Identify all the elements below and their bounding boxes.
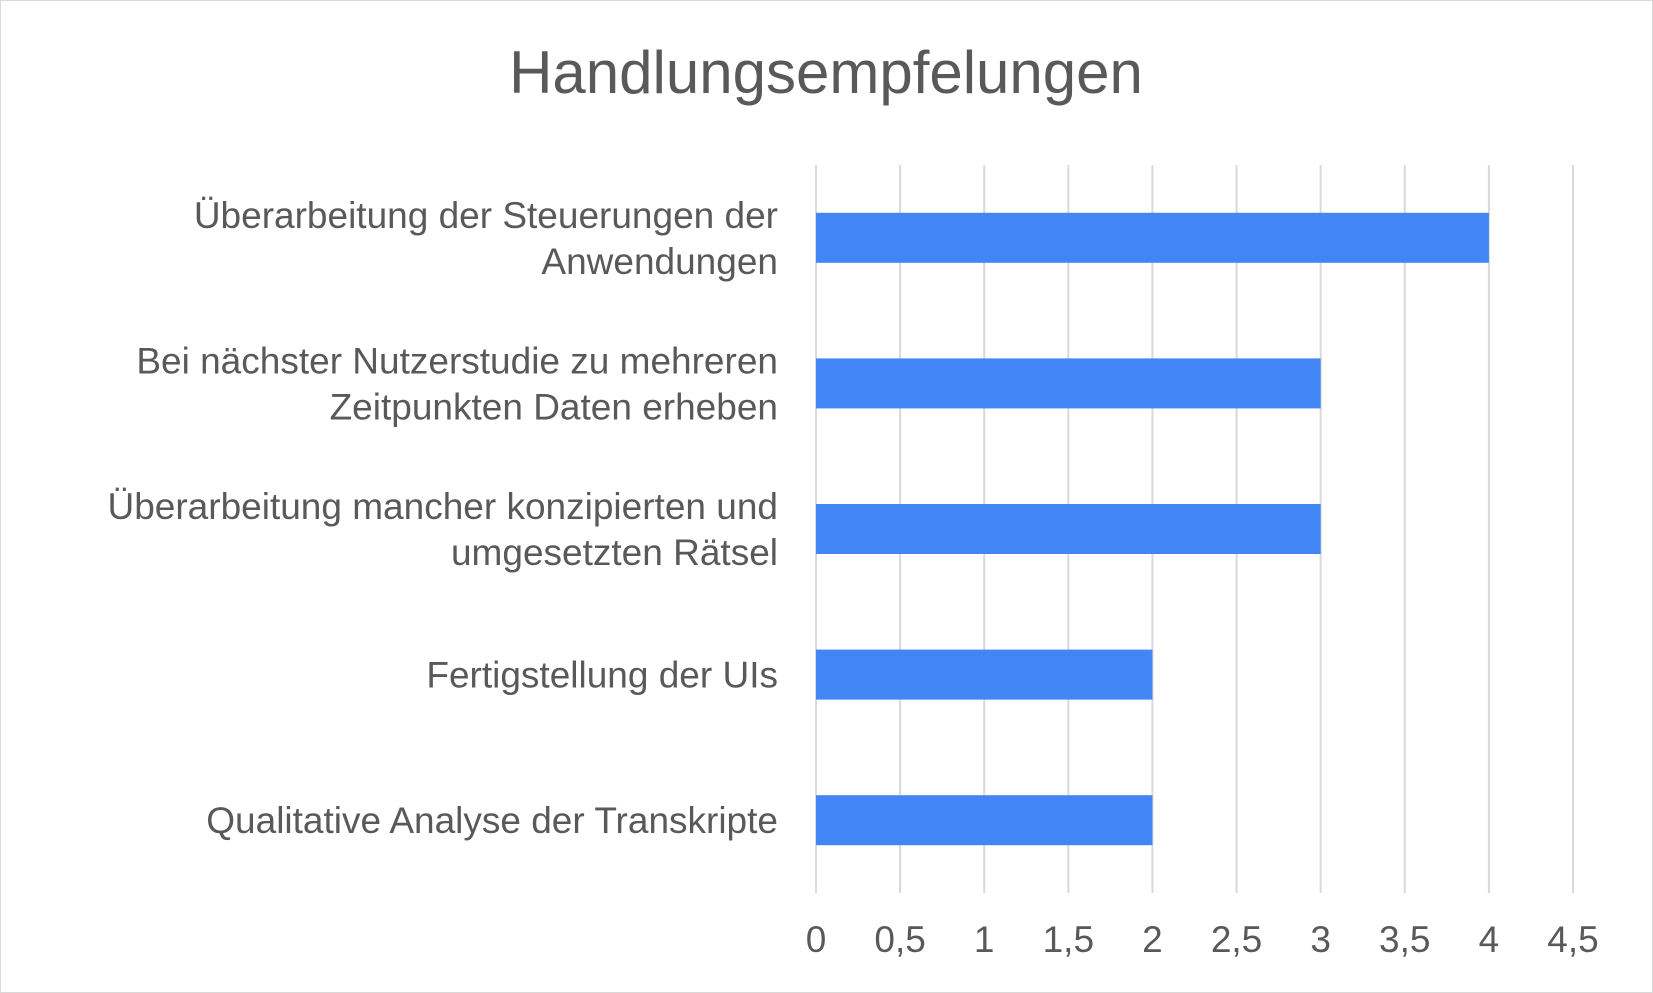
x-tick-label: 1: [974, 919, 995, 960]
x-tick-label: 3,5: [1379, 919, 1430, 960]
x-tick-label: 4,5: [1547, 919, 1598, 960]
x-tick-label: 3: [1310, 919, 1331, 960]
x-axis-tick-labels: 0 0,5 1 1,5 2 2,5 3 3,5 4 4,5: [806, 919, 1599, 960]
category-label: Zeitpunkten Daten erheben: [330, 386, 778, 427]
category-label: Überarbeitung mancher konzipierten und: [107, 486, 778, 527]
bar: [816, 649, 1153, 700]
bar: [816, 795, 1153, 846]
x-tick-label: 2,5: [1211, 919, 1262, 960]
category-label: Fertigstellung der UIs: [426, 655, 778, 696]
bar: [816, 358, 1321, 409]
category-label: Qualitative Analyse der Transkripte: [206, 800, 778, 841]
bars: [816, 212, 1489, 846]
x-tick-label: 0: [806, 919, 827, 960]
x-tick-label: 1,5: [1043, 919, 1094, 960]
category-label: Bei nächster Nutzerstudie zu mehreren: [136, 340, 778, 381]
chart-title: Handlungsempfelungen: [509, 39, 1143, 106]
category-label: umgesetzten Rätsel: [451, 532, 778, 573]
bar: [816, 504, 1321, 554]
category-label: Anwendungen: [541, 241, 778, 282]
x-tick-label: 4: [1479, 919, 1500, 960]
x-tick-label: 2: [1142, 919, 1163, 960]
x-tick-label: 0,5: [874, 919, 925, 960]
category-label: Überarbeitung der Steuerungen der: [194, 195, 778, 236]
category-labels: Überarbeitung der Steuerungen der Anwendu…: [107, 195, 778, 841]
bar: [816, 212, 1489, 263]
